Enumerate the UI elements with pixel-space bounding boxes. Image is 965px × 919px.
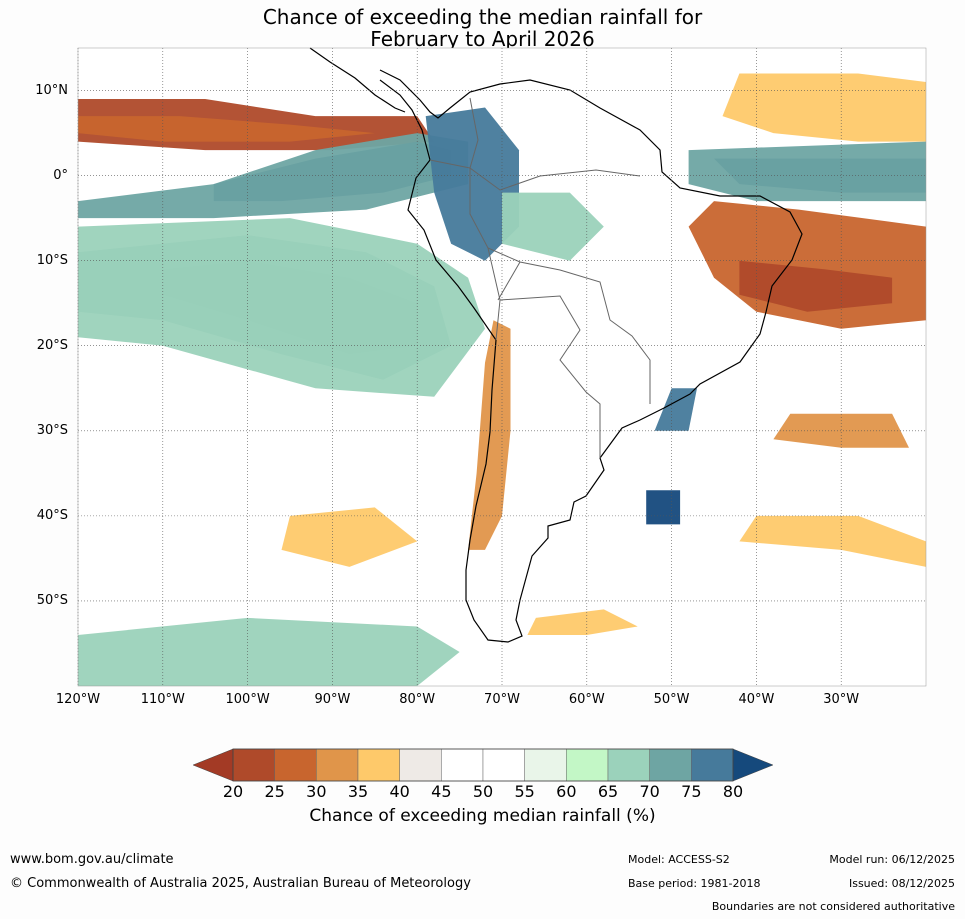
longitude-label: 100°W — [225, 692, 270, 707]
longitude-label: 110°W — [140, 692, 185, 707]
colorbar-tick-label: 45 — [431, 782, 452, 801]
colorbar-tick-label: 60 — [556, 782, 577, 801]
colorbar-swatch — [524, 748, 567, 782]
colorbar-swatch — [399, 748, 442, 782]
region-dry-pacific-north-core — [78, 116, 375, 142]
longitude-label: 70°W — [484, 692, 520, 707]
colorbar-swatch — [316, 748, 359, 782]
colorbar-swatch — [441, 748, 484, 782]
latitude-label: 10°S — [36, 252, 68, 268]
base-period: Base period: 1981-2018 — [628, 877, 761, 890]
central-america-coastline — [309, 47, 406, 113]
model-run-date: Model run: 06/12/2025 — [829, 853, 955, 866]
latitude-label: 40°S — [36, 507, 68, 523]
region-wet-atlantic-equator-halo — [688, 141, 926, 202]
region-dry-southern-pacific — [281, 507, 418, 567]
colorbar-tick-label: 80 — [722, 782, 744, 801]
copyright-text: © Commonwealth of Australia 2025, Austra… — [10, 876, 471, 891]
latitude-label: 0° — [53, 167, 68, 183]
colorbar-swatch — [649, 748, 692, 782]
region-wet-colombia-peru — [425, 107, 519, 261]
chart-title-line-2: February to April 2026 — [370, 27, 595, 51]
longitude-label: 120°W — [55, 692, 101, 707]
colorbar — [192, 748, 774, 782]
longitude-label: 50°W — [653, 692, 690, 707]
colorbar-swatch — [482, 748, 525, 782]
colorbar-swatch — [691, 748, 734, 782]
longitude-label: 80°W — [399, 692, 436, 707]
latitude-label: 30°S — [36, 422, 68, 438]
region-wet-amazon — [502, 192, 604, 261]
colorbar-swatch — [274, 748, 317, 782]
colorbar-label: Chance of exceeding median rainfall (%) — [309, 806, 656, 826]
region-wet-southern-ocean — [78, 617, 460, 686]
region-wet-south-brazil — [654, 388, 697, 431]
south-america-coastline — [379, 69, 803, 643]
colorbar-tick-label: 50 — [472, 782, 494, 801]
latitude-label: 20°S — [36, 337, 68, 353]
bom-url-link[interactable]: www.bom.gov.au/climate — [10, 852, 174, 867]
region-dry-ne-brazil-core — [739, 260, 893, 312]
colorbar-low-arrow — [192, 748, 234, 782]
colorbar-tick-label: 30 — [306, 782, 327, 801]
model-name: Model: ACCESS-S2 — [628, 853, 730, 866]
latitude-label: 50°S — [36, 592, 68, 608]
colorbar-tick-label: 25 — [264, 782, 285, 801]
latitude-label: 10°N — [35, 82, 68, 98]
country-borders — [429, 97, 651, 458]
colorbar-swatch — [357, 748, 400, 782]
colorbar-swatch — [566, 748, 609, 782]
longitude-label: 60°W — [568, 692, 605, 707]
colorbar-swatches — [192, 748, 774, 782]
colorbar-tick-label: 55 — [514, 782, 535, 801]
lat-lon-gridlines — [77, 48, 926, 686]
chart-title-line-1: Chance of exceeding the median rainfall … — [262, 5, 703, 29]
colorbar-tick-label: 65 — [597, 782, 619, 801]
longitude-label: 30°W — [823, 692, 860, 707]
region-wet-pacific-broad — [78, 218, 485, 397]
region-dry-south-atlantic — [739, 515, 926, 567]
region-dry-atlantic-se — [773, 413, 909, 448]
colorbar-tick-label: 35 — [347, 782, 369, 801]
colorbar-frame — [232, 748, 734, 782]
south-america-land — [309, 47, 803, 643]
boundaries-disclaimer: Boundaries are not considered authoritat… — [711, 900, 955, 913]
longitude-label: 90°W — [314, 692, 351, 707]
colorbar-tick-label: 70 — [639, 782, 660, 801]
colorbar-tick-label: 75 — [681, 782, 702, 801]
longitude-label: 40°W — [738, 692, 775, 707]
colorbar-tick-label: 40 — [389, 782, 410, 801]
colorbar-swatch — [232, 748, 275, 782]
colorbar-tick-label: 20 — [222, 782, 244, 801]
region-dry-falklands — [527, 609, 638, 635]
colorbar-swatch — [607, 748, 650, 782]
map-frame — [77, 47, 927, 687]
colorbar-high-arrow — [732, 748, 774, 782]
issued-date: Issued: 08/12/2025 — [848, 877, 955, 890]
region-dry-atlantic-north — [722, 73, 926, 142]
rainfall-probability-map — [77, 47, 927, 687]
